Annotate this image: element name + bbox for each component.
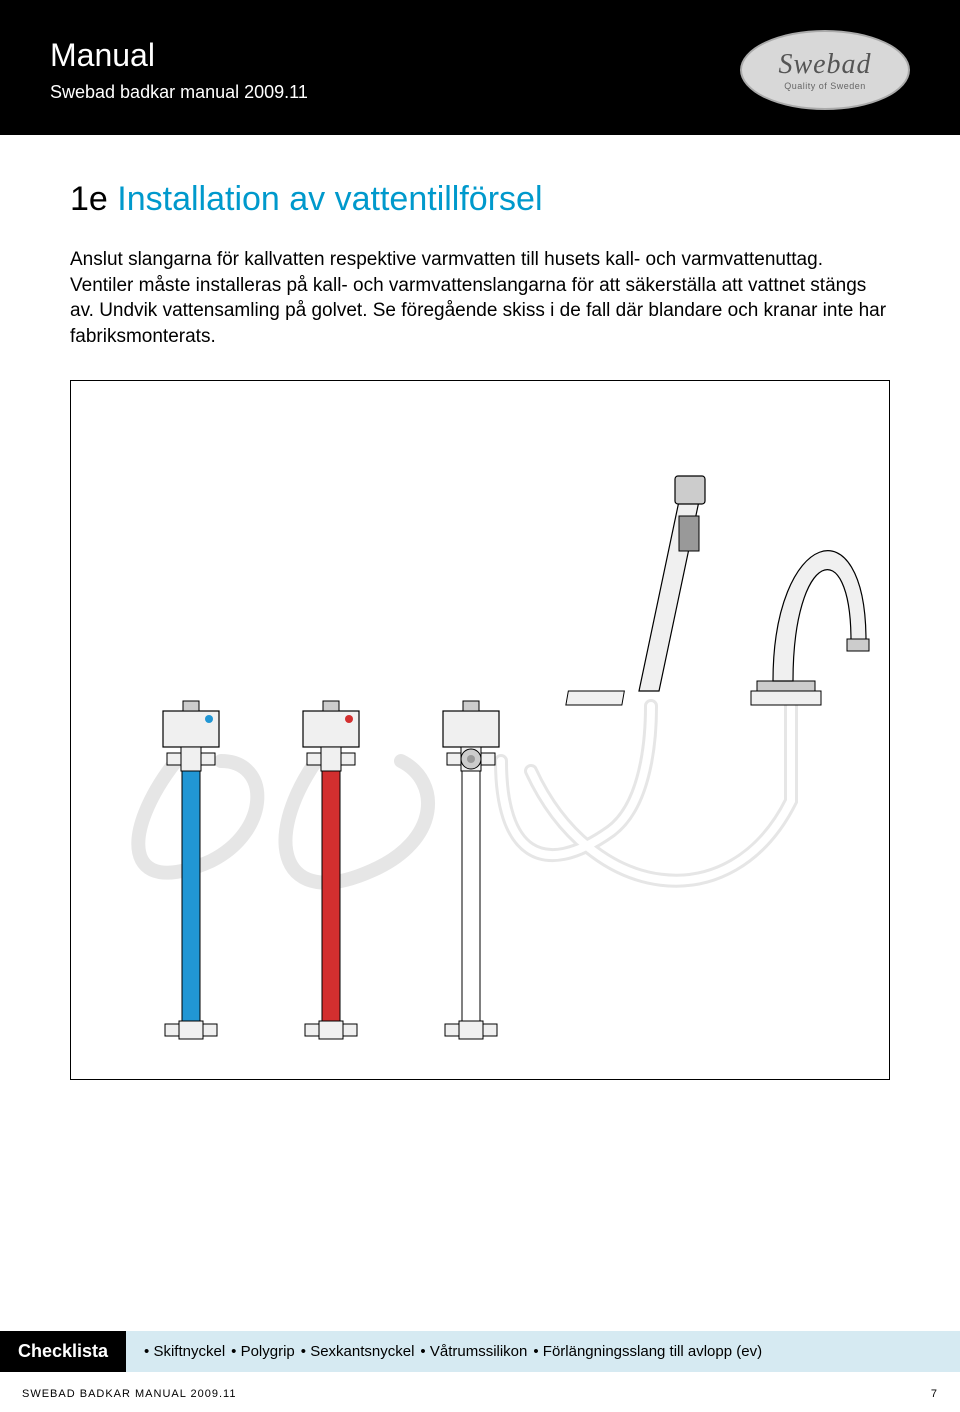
checklist-bar: Checklista • Skiftnyckel • Polygrip • Sexk… [0, 1331, 960, 1372]
footer-page-number: 7 [931, 1388, 938, 1400]
section-number: 1e [70, 180, 108, 218]
page-header: Manual Swebad badkar manual 2009.11 Sweb… [0, 0, 960, 135]
manual-subtitle: Swebad badkar manual 2009.11 [50, 82, 308, 103]
footer-left: SWEBAD BADKAR MANUAL 2009.11 [22, 1388, 236, 1400]
checklist-label: Checklista [0, 1331, 126, 1372]
manual-title: Manual [50, 37, 308, 74]
body-paragraph: Anslut slangarna för kallvatten respekti… [70, 247, 890, 350]
checklist-item: • Skiftnyckel [144, 1343, 225, 1360]
checklist-items: • Skiftnyckel • Polygrip • Sexkantsnyckel •… [126, 1331, 960, 1372]
checklist-item: • Förlängningsslang till avlopp (ev) [533, 1343, 762, 1360]
page-footer: SWEBAD BADKAR MANUAL 2009.11 7 [22, 1388, 938, 1400]
content-area: 1e Installation av vattentillförsel Ansl… [0, 135, 960, 1080]
checklist-item: • Våtrumssilikon [420, 1343, 527, 1360]
section-name: Installation av vattentillförsel [117, 180, 542, 218]
section-title: 1e Installation av vattentillförsel [70, 180, 890, 219]
installation-diagram [70, 380, 890, 1080]
logo-subtext: Quality of Sweden [784, 81, 866, 91]
swebad-logo: Swebad Quality of Sweden [740, 30, 910, 110]
checklist-item: • Sexkantsnyckel [301, 1343, 415, 1360]
checklist-item: • Polygrip [231, 1343, 295, 1360]
header-left: Manual Swebad badkar manual 2009.11 [50, 37, 308, 103]
logo-text: Swebad [778, 49, 871, 81]
